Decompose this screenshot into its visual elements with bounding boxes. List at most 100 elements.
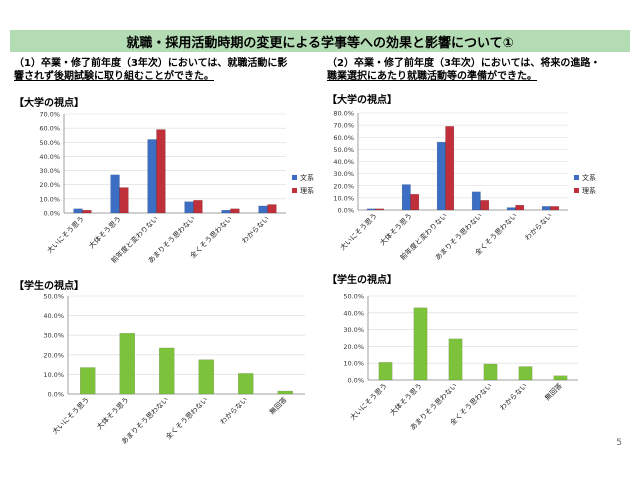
right-caption-line-2: 職業選択にあたり就職活動等の準備ができた。	[327, 71, 537, 82]
c3-bar	[80, 367, 96, 395]
c3-y-tick-label: 40.0%	[43, 312, 64, 320]
c4-y-tick-label: 10.0%	[343, 360, 364, 368]
left-caption-line-2: 響されず後期試験に取り組むことができた。	[14, 71, 214, 82]
c1-bar	[73, 208, 83, 214]
c1-bar	[221, 209, 231, 214]
c2-y-tick-label: 30.0%	[333, 170, 354, 178]
c3-x-tick-label: 全くそう思わない	[164, 395, 210, 441]
c3-x-tick-label: わからない	[219, 396, 249, 426]
c2-y-tick-label: 50.0%	[333, 146, 354, 154]
c2-x-tick-label: 大体そう思う	[378, 211, 414, 247]
c3-bar	[198, 359, 214, 395]
page-title: 就職・採用活動時期の変更による学事等への効果と影響について①	[10, 30, 630, 52]
c2-legend-swatch	[574, 188, 579, 193]
c1-bar	[193, 200, 203, 214]
c4-bar	[448, 338, 463, 381]
c1-bar	[147, 139, 157, 214]
c1-bar	[230, 208, 240, 214]
c1-x-tick-label: 大いにそう思う	[45, 214, 86, 255]
c1-bar	[110, 174, 120, 214]
c2-legend-label: 文系	[582, 173, 596, 182]
c2-y-tick-label: 10.0%	[333, 194, 354, 202]
c4-bar	[378, 362, 393, 381]
c1-bar	[156, 129, 166, 214]
c2-bar	[401, 184, 411, 211]
c3-y-tick-label: 30.0%	[43, 332, 64, 340]
c1-legend-swatch	[292, 188, 297, 193]
c2-y-tick-label: 0.0%	[337, 207, 354, 215]
c4-y-tick-label: 30.0%	[343, 326, 364, 334]
section-label-c1: 【大学の視点】	[14, 98, 84, 109]
c4-y-tick-label: 40.0%	[343, 309, 364, 317]
right-caption: （2）卒業・修了前年度（3年次）においては、将来の進路・ 職業選択にあたり就職活…	[327, 57, 627, 83]
section-label-c4: 【学生の視点】	[327, 275, 397, 286]
c4-x-tick-label: わからない	[499, 382, 529, 412]
c2-bar	[366, 208, 376, 211]
c1-bar	[82, 209, 92, 214]
right-caption-line-1: （2）卒業・修了前年度（3年次）においては、将来の進路・	[327, 58, 601, 69]
c2-y-tick-label: 40.0%	[333, 158, 354, 166]
c3-y-tick-label: 50.0%	[43, 293, 64, 301]
c3-y-tick-label: 20.0%	[43, 351, 64, 359]
c2-x-tick-label: わからない	[524, 212, 554, 242]
c4-x-tick-label: 大いにそう思う	[348, 381, 389, 422]
c3-y-tick-label: 10.0%	[43, 371, 64, 379]
c1-legend-label: 文系	[300, 173, 314, 182]
c1-y-tick-label: 30.0%	[39, 167, 60, 175]
c2-y-tick-label: 60.0%	[333, 134, 354, 142]
c2-bar	[471, 191, 481, 211]
c2-bar	[550, 206, 560, 211]
c1-x-tick-label: わからない	[241, 215, 271, 245]
c2-bar	[480, 200, 490, 211]
c3-x-tick-label: 無回答	[267, 395, 288, 416]
c4-y-tick-label: 0.0%	[347, 377, 364, 385]
c2-bar	[445, 126, 455, 211]
c1-bar	[119, 187, 129, 214]
c1-bar	[267, 204, 277, 214]
c4-x-tick-label: 無回答	[543, 381, 564, 402]
c2-bar	[436, 141, 446, 211]
c2-bar	[515, 204, 525, 211]
c2-bar	[410, 194, 420, 211]
c4-bar	[483, 363, 498, 381]
c3-bar	[277, 390, 293, 395]
c2-bar	[375, 208, 385, 211]
c1-y-tick-label: 10.0%	[39, 195, 60, 203]
c3-x-tick-label: 大体そう思う	[95, 395, 131, 431]
c3-y-tick-label: 0.0%	[47, 391, 64, 399]
c2-x-tick-label: 大いにそう思う	[338, 211, 379, 252]
c4-y-tick-label: 20.0%	[343, 343, 364, 351]
page-number: 5	[616, 438, 622, 448]
c4-y-tick-label: 50.0%	[343, 293, 364, 301]
c1-bar	[184, 201, 194, 214]
c4-bar	[413, 307, 428, 381]
c1-y-tick-label: 50.0%	[39, 139, 60, 147]
c3-bar	[159, 347, 175, 395]
c3-bar	[119, 333, 135, 395]
c3-x-tick-label: 大いにそう思う	[50, 395, 91, 436]
c1-y-tick-label: 0.0%	[43, 210, 60, 218]
c1-y-tick-label: 20.0%	[39, 181, 60, 189]
c2-y-tick-label: 70.0%	[333, 122, 354, 130]
c1-y-tick-label: 60.0%	[39, 125, 60, 133]
c2-bar	[541, 206, 551, 211]
c2-y-tick-label: 20.0%	[333, 182, 354, 190]
c1-x-tick-label: 大体そう思う	[87, 214, 123, 250]
left-caption-line-1: （1）卒業・修了前年度（3年次）においては、就職活動に影	[14, 58, 288, 69]
c1-bar	[258, 205, 268, 214]
c2-bar	[506, 207, 516, 211]
section-label-c3: 【学生の視点】	[14, 281, 84, 292]
left-caption: （1）卒業・修了前年度（3年次）においては、就職活動に影 響されず後期試験に取り…	[14, 57, 314, 83]
c2-y-tick-label: 80.0%	[333, 110, 354, 118]
c2-legend-label: 理系	[582, 186, 596, 195]
c4-x-tick-label: 大体そう思う	[388, 381, 424, 417]
section-label-c2: 【大学の視点】	[327, 95, 397, 106]
c3-bar	[238, 373, 254, 395]
c1-legend-label: 理系	[300, 186, 314, 195]
c2-legend-swatch	[574, 175, 579, 180]
c1-legend-swatch	[292, 175, 297, 180]
c1-y-tick-label: 70.0%	[39, 111, 60, 119]
c4-bar	[518, 366, 533, 381]
c4-bar	[553, 375, 568, 381]
